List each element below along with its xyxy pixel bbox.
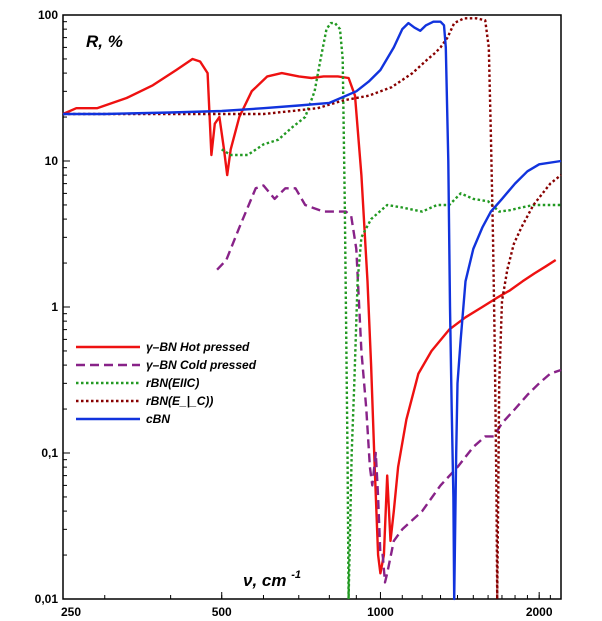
series-line-rbn-e-c [63, 17, 562, 601]
series-layer [62, 17, 562, 601]
y-tick-label: 0,01 [35, 592, 59, 606]
legend-label: rBN(E_|_C)) [146, 394, 213, 408]
x-tick-label: 250 [61, 605, 81, 619]
tick-labels: 0,01 0,1 1 10 100 250 500 1000 2000 [35, 8, 553, 619]
plot-area [62, 14, 562, 600]
series-line-bn-cold-pressed [216, 184, 562, 584]
y-axis-label: R, % [86, 32, 123, 51]
legend-label: γ–BN Cold pressed [146, 358, 257, 372]
legend: γ–BN Hot pressed γ–BN Cold pressed rBN(EII… [76, 340, 257, 426]
x-tick-label: 2000 [526, 605, 553, 619]
series-line-rbn-e-c [221, 21, 561, 601]
x-axis-label: ν, cm -1 [243, 569, 301, 590]
x-axis-label-sup: -1 [291, 569, 301, 581]
x-tick-label: 500 [212, 605, 232, 619]
y-tick-label: 1 [51, 300, 58, 314]
legend-label: rBN(EIIC) [146, 376, 199, 390]
series-line-cbn [63, 20, 562, 601]
legend-label: cBN [146, 412, 170, 426]
series-line-bn-hot-pressed [62, 57, 557, 575]
tick-marks [62, 14, 562, 600]
x-axis-label-main: ν, cm [243, 571, 286, 590]
y-tick-label: 100 [38, 8, 58, 22]
y-tick-label: 0,1 [41, 446, 58, 460]
y-tick-label: 10 [45, 154, 59, 168]
x-tick-label: 1000 [367, 605, 394, 619]
legend-label: γ–BN Hot pressed [146, 340, 250, 354]
